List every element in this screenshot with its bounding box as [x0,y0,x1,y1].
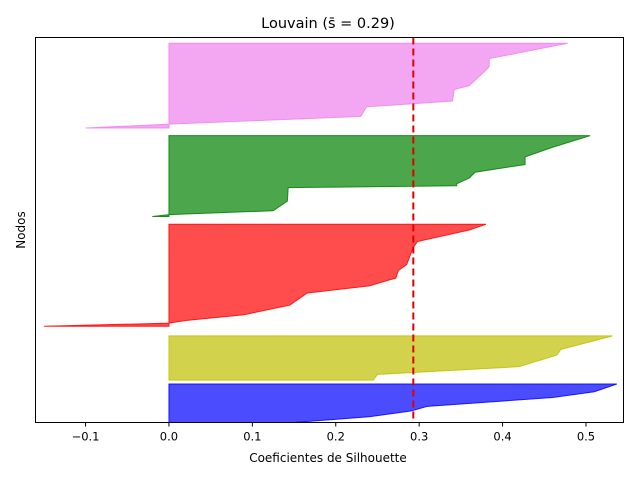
x-tick-label: −0.1 [72,430,100,444]
x-tick-label: 0.1 [243,430,261,444]
x-tick-label: 0.0 [160,430,178,444]
x-tick-label: 0.5 [577,430,595,444]
x-tick-label: 0.3 [410,430,428,444]
x-tick-label: 0.4 [493,430,511,444]
clusters [43,42,617,423]
x-tick-label: 0.2 [327,430,345,444]
cluster-0-silhouette-area [168,383,617,423]
cluster-3-silhouette-area [152,135,591,218]
chart-title: Louvain (s̄ = 0.29) [261,16,395,32]
plot-frame [35,37,624,423]
x-ticks: −0.1 0.0 0.1 0.2 0.3 0.4 0.5 [72,422,595,444]
x-axis-label: Coeficientes de Silhouette [249,451,407,465]
y-axis-label: Nodos [14,211,28,249]
cluster-2-silhouette-area [43,223,487,327]
cluster-1-silhouette-area [168,335,613,381]
cluster-4-silhouette-area [85,42,568,129]
